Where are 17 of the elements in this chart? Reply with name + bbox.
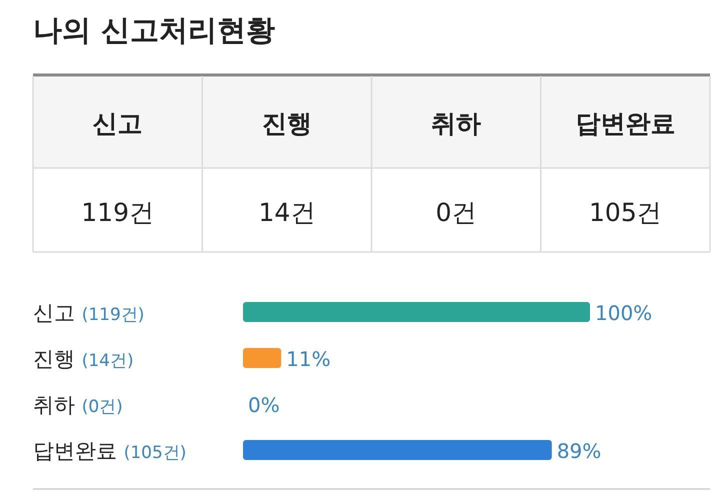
text: 119건 — [81, 198, 154, 227]
text: 105건 — [589, 198, 662, 227]
y-tick-label: 진행 (14건) — [33, 347, 134, 371]
category-label: 신고 — [92, 109, 143, 138]
y-tick-label: 신고 (119건) — [33, 301, 144, 325]
data-label: 89% — [556, 439, 602, 463]
text: 0건 — [436, 198, 477, 227]
data-label: 100% — [595, 301, 652, 325]
category-label: 진행 — [262, 109, 312, 138]
y-tick-label: 답변완료 (105건) — [33, 439, 186, 463]
data-label: 0% — [248, 393, 280, 417]
category-label: 답변완료 — [575, 109, 676, 138]
text: 나의 신고처리현황 — [33, 13, 276, 47]
text: 14건 — [258, 198, 316, 227]
category-label: 취하 — [431, 109, 482, 138]
data-label: 11% — [286, 347, 331, 371]
y-tick-label: 취하 (0건) — [33, 393, 123, 417]
